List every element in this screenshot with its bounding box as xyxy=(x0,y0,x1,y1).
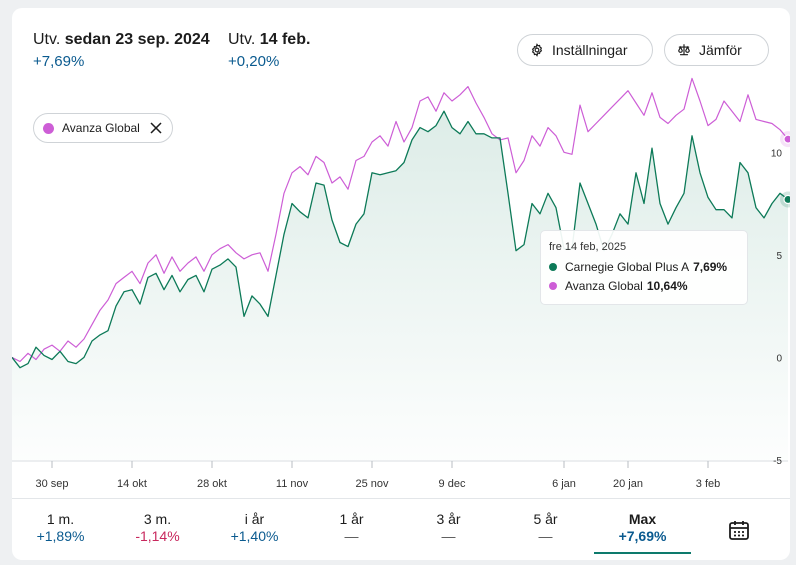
period-selector: 1 m. +1,89% 3 m. -1,14% i år +1,40% 1 år… xyxy=(12,498,790,560)
close-icon[interactable] xyxy=(148,120,164,136)
chart-tooltip: fre 14 feb, 2025 Carnegie Global Plus A … xyxy=(540,230,748,305)
period-1m[interactable]: 1 m. +1,89% xyxy=(12,499,109,560)
hover-marker-avanza xyxy=(783,134,790,144)
tooltip-series-value: 7,69% xyxy=(693,260,728,274)
day-prefix: Utv. xyxy=(228,31,256,48)
x-tick-label: 25 nov xyxy=(355,478,389,490)
period-5y[interactable]: 5 år — xyxy=(497,499,594,560)
tooltip-series-value: 10,64% xyxy=(646,279,688,293)
y-tick-label: 0 xyxy=(776,353,782,364)
settings-button[interactable]: Inställningar xyxy=(517,34,653,66)
period-value: +1,89% xyxy=(36,528,85,544)
y-tick-label: 10 xyxy=(771,148,783,159)
x-tick-label: 9 dec xyxy=(439,478,466,490)
scale-icon xyxy=(678,44,690,56)
tooltip-date: fre 14 feb, 2025 xyxy=(549,241,627,253)
period-max[interactable]: Max +7,69% xyxy=(594,499,691,560)
calendar-button[interactable] xyxy=(691,499,787,560)
day-value: +0,20% xyxy=(228,53,280,70)
calendar-icon xyxy=(729,520,749,540)
period-ytd[interactable]: i år +1,40% xyxy=(206,499,303,560)
period-value: — xyxy=(344,528,359,544)
tooltip-row-avanza: Avanza Global 10,64% xyxy=(549,279,739,293)
period-value: +1,40% xyxy=(230,528,279,544)
period-label: i år xyxy=(244,511,265,527)
x-tick-label: 20 jan xyxy=(613,478,643,490)
legend-dot-icon xyxy=(43,122,54,134)
x-tick-label: 30 sep xyxy=(35,478,68,490)
chart-card: Utv. sedan 23 sep. 2024 +7,69% Utv. 14 f… xyxy=(12,8,790,560)
x-tick-label: 14 okt xyxy=(117,478,147,490)
tooltip-series-name: Avanza Global xyxy=(565,279,643,293)
y-tick-label: 5 xyxy=(776,251,782,262)
period-label: 5 år xyxy=(533,511,558,527)
tooltip-row-carnegie: Carnegie Global Plus A 7,69% xyxy=(549,260,739,274)
x-tick-label: 28 okt xyxy=(197,478,227,490)
x-tick-label: 6 jan xyxy=(552,478,576,490)
compare-button[interactable]: Jämför xyxy=(664,34,769,66)
settings-label: Inställningar xyxy=(552,42,628,58)
gear-icon xyxy=(531,43,543,57)
period-1y[interactable]: 1 år — xyxy=(303,499,400,560)
development-since-start: Utv. sedan 23 sep. 2024 +7,69% xyxy=(33,30,210,72)
since-date: sedan 23 sep. 2024 xyxy=(64,31,210,48)
hover-marker-halo xyxy=(780,191,790,208)
period-value: -1,14% xyxy=(135,528,180,544)
period-label: 3 m. xyxy=(143,511,172,527)
period-value: — xyxy=(538,528,553,544)
period-label: Max xyxy=(628,511,657,527)
series-dot-icon xyxy=(549,282,557,290)
hover-marker-halo xyxy=(780,131,790,148)
period-3m[interactable]: 3 m. -1,14% xyxy=(109,499,206,560)
compare-label: Jämför xyxy=(699,42,742,58)
period-label: 1 m. xyxy=(46,511,75,527)
period-value: +7,69% xyxy=(618,528,667,544)
development-today: Utv. 14 feb. +0,20% xyxy=(228,30,310,72)
y-tick-label: -5 xyxy=(773,456,782,467)
day-date: 14 feb. xyxy=(259,31,311,48)
period-label: 1 år xyxy=(339,511,364,527)
period-label: 3 år xyxy=(436,511,461,527)
since-value: +7,69% xyxy=(33,53,85,70)
comparison-chip-avanza-global: Avanza Global xyxy=(33,113,173,143)
period-value: — xyxy=(441,528,456,544)
chip-label: Avanza Global xyxy=(62,121,140,135)
tooltip-series-name: Carnegie Global Plus A xyxy=(565,260,690,274)
since-prefix: Utv. xyxy=(33,31,61,48)
hover-marker-carnegie xyxy=(783,194,790,205)
series-dot-icon xyxy=(549,263,557,271)
period-3y[interactable]: 3 år — xyxy=(400,499,497,560)
x-tick-label: 11 nov xyxy=(276,478,309,490)
x-tick-label: 3 feb xyxy=(696,478,720,490)
